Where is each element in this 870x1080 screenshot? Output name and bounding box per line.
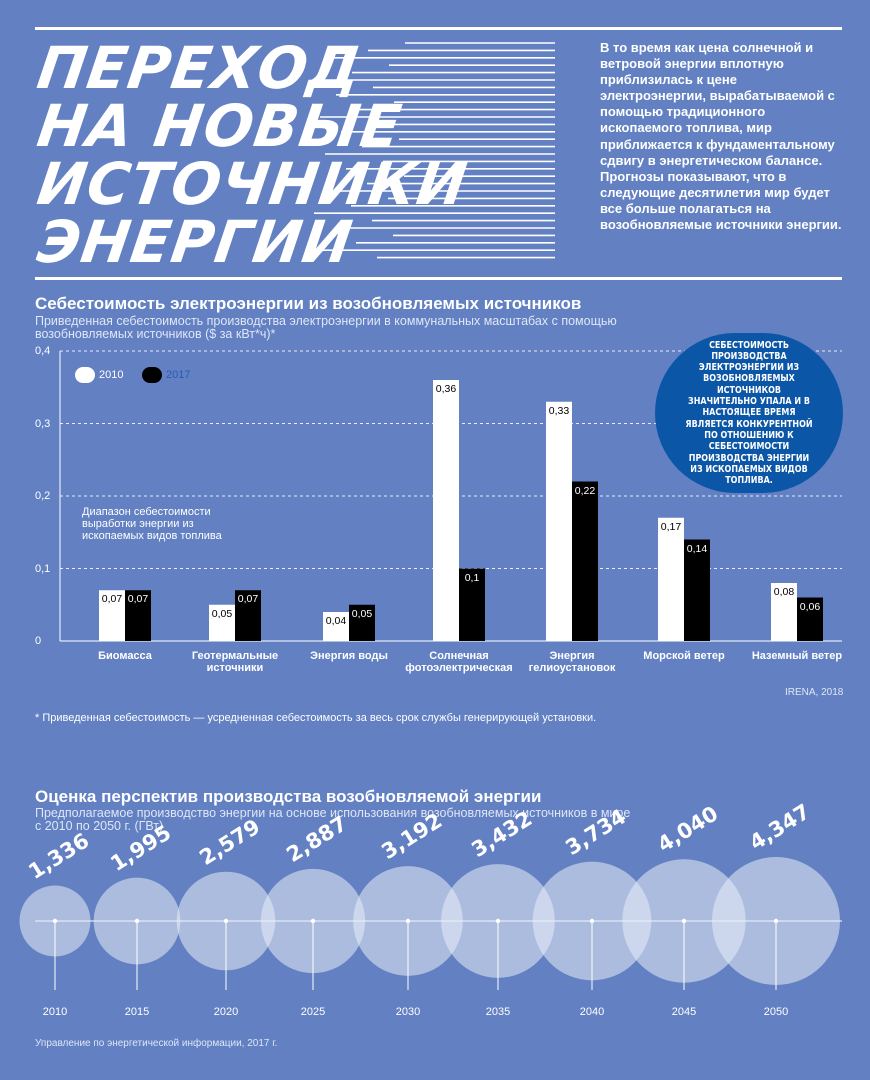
bar-value-label: 0,22: [574, 484, 596, 497]
year-dot: [405, 918, 411, 924]
bar-value-label: 0,06: [799, 600, 821, 613]
y-tick-label: 0,1: [35, 562, 51, 575]
year-label: 2030: [395, 1006, 421, 1018]
bar-2017: [349, 604, 375, 641]
bar-2017: [235, 590, 261, 641]
bar-value-label: 0,17: [660, 520, 682, 533]
bar-2017: [684, 539, 710, 641]
bar-2010: [658, 517, 684, 641]
title-line-4: ЭНЕРГИИ: [33, 208, 358, 276]
category-label: Энергия гелиоустановок: [528, 650, 616, 674]
year-label: 2040: [579, 1006, 605, 1018]
bar-value-label: 0,33: [548, 404, 570, 417]
year-dot: [495, 918, 501, 924]
bar-value-label: 0,07: [101, 593, 123, 606]
outlook-subtitle: Предполагаемое производство энергии на о…: [35, 806, 631, 833]
category-label: Энергия воды: [310, 650, 388, 662]
year-label: 2025: [300, 1006, 326, 1018]
category-label: Наземный ветер: [751, 650, 843, 662]
category-label: Биомасса: [98, 650, 152, 662]
bar-2010: [99, 590, 125, 641]
bar-2017: [125, 590, 151, 641]
year-dot: [773, 918, 779, 924]
bar-value-label: 0,05: [351, 607, 373, 620]
cost-chart-footnote: * Приведенная себестоимость — усредненна…: [35, 712, 597, 724]
outlook-title: Оценка перспектив производства возобновл…: [35, 787, 542, 806]
legend-swatch-2017: [142, 367, 162, 383]
bar-value-label: 0,07: [127, 593, 149, 606]
year-dot: [681, 918, 687, 924]
category-label: Солнечная фотоэлектрическая: [405, 650, 513, 674]
bar-value-label: 0,1: [464, 571, 480, 584]
year-dot: [134, 918, 140, 924]
bar-value-label: 0,36: [435, 383, 457, 395]
title-line-1: ПЕРЕХОД: [33, 34, 366, 102]
legend-label-2010: 2010: [99, 369, 124, 381]
intro-text: В то время как цена солнечной и ветровой…: [600, 40, 842, 233]
title-line-3: ИСТОЧНИКИ: [33, 150, 472, 218]
callout-circle: СЕБЕСТОИМОСТЬ ПРОИЗВОДСТВА ЭЛЕКТРОЭНЕРГИ…: [655, 333, 843, 493]
year-dot: [589, 918, 595, 924]
top-rule: [35, 27, 842, 30]
y-tick-label: 0,4: [35, 345, 51, 357]
year-label: 2050: [763, 1006, 789, 1018]
header-bottom-rule: [35, 277, 842, 280]
category-label: Геотермальные источники: [191, 650, 279, 674]
y-tick-label: 0,2: [35, 490, 51, 502]
speed-lines: [314, 42, 555, 259]
bar-2010: [771, 583, 797, 641]
year-label: 2010: [42, 1006, 68, 1018]
cost-chart-title: Себестоимость электроэнергии из возобнов…: [35, 294, 582, 313]
bar-2017: [797, 597, 823, 641]
bar-value-label: 0,14: [686, 542, 708, 555]
bar-2010: [209, 604, 235, 641]
category-label: Морской ветер: [643, 650, 725, 662]
year-dot: [52, 918, 58, 924]
bar-value-label: 0,04: [325, 615, 347, 627]
year-label: 2020: [213, 1006, 239, 1018]
outlook-source: Управление по энергетической информации,…: [35, 1038, 278, 1049]
legend-swatch-2010: [75, 367, 95, 383]
bar-2017: [572, 481, 598, 641]
bar-2017: [459, 568, 485, 641]
cost-chart-subtitle: Приведенная себестоимость производства э…: [35, 314, 617, 341]
outlook-bubble-chart: [19, 857, 842, 990]
bar-2010: [323, 612, 349, 641]
year-label: 2035: [485, 1006, 511, 1018]
year-label: 2045: [671, 1006, 697, 1018]
bar-value-label: 0,07: [237, 593, 259, 606]
year-dot: [310, 918, 316, 924]
y-tick-label: 0,3: [35, 417, 51, 430]
bar-value-label: 0,05: [211, 607, 233, 620]
legend-label-2017: 2017: [166, 369, 191, 381]
year-dot: [223, 918, 229, 924]
bar-value-label: 0,08: [773, 586, 795, 598]
bar-2010: [433, 380, 459, 641]
fossil-range-note: Диапазон себестоимости выработки энергии…: [82, 506, 222, 542]
callout-text: СЕБЕСТОИМОСТЬ ПРОИЗВОДСТВА ЭЛЕКТРОЭНЕРГИ…: [685, 339, 813, 487]
year-label: 2015: [124, 1006, 150, 1018]
y-tick-label: 0: [35, 635, 42, 647]
bar-2010: [546, 401, 572, 641]
title-line-2: НА НОВЫЕ: [33, 92, 407, 160]
cost-bar-chart: [59, 350, 842, 642]
cost-chart-source: IRENA, 2018: [785, 687, 844, 698]
